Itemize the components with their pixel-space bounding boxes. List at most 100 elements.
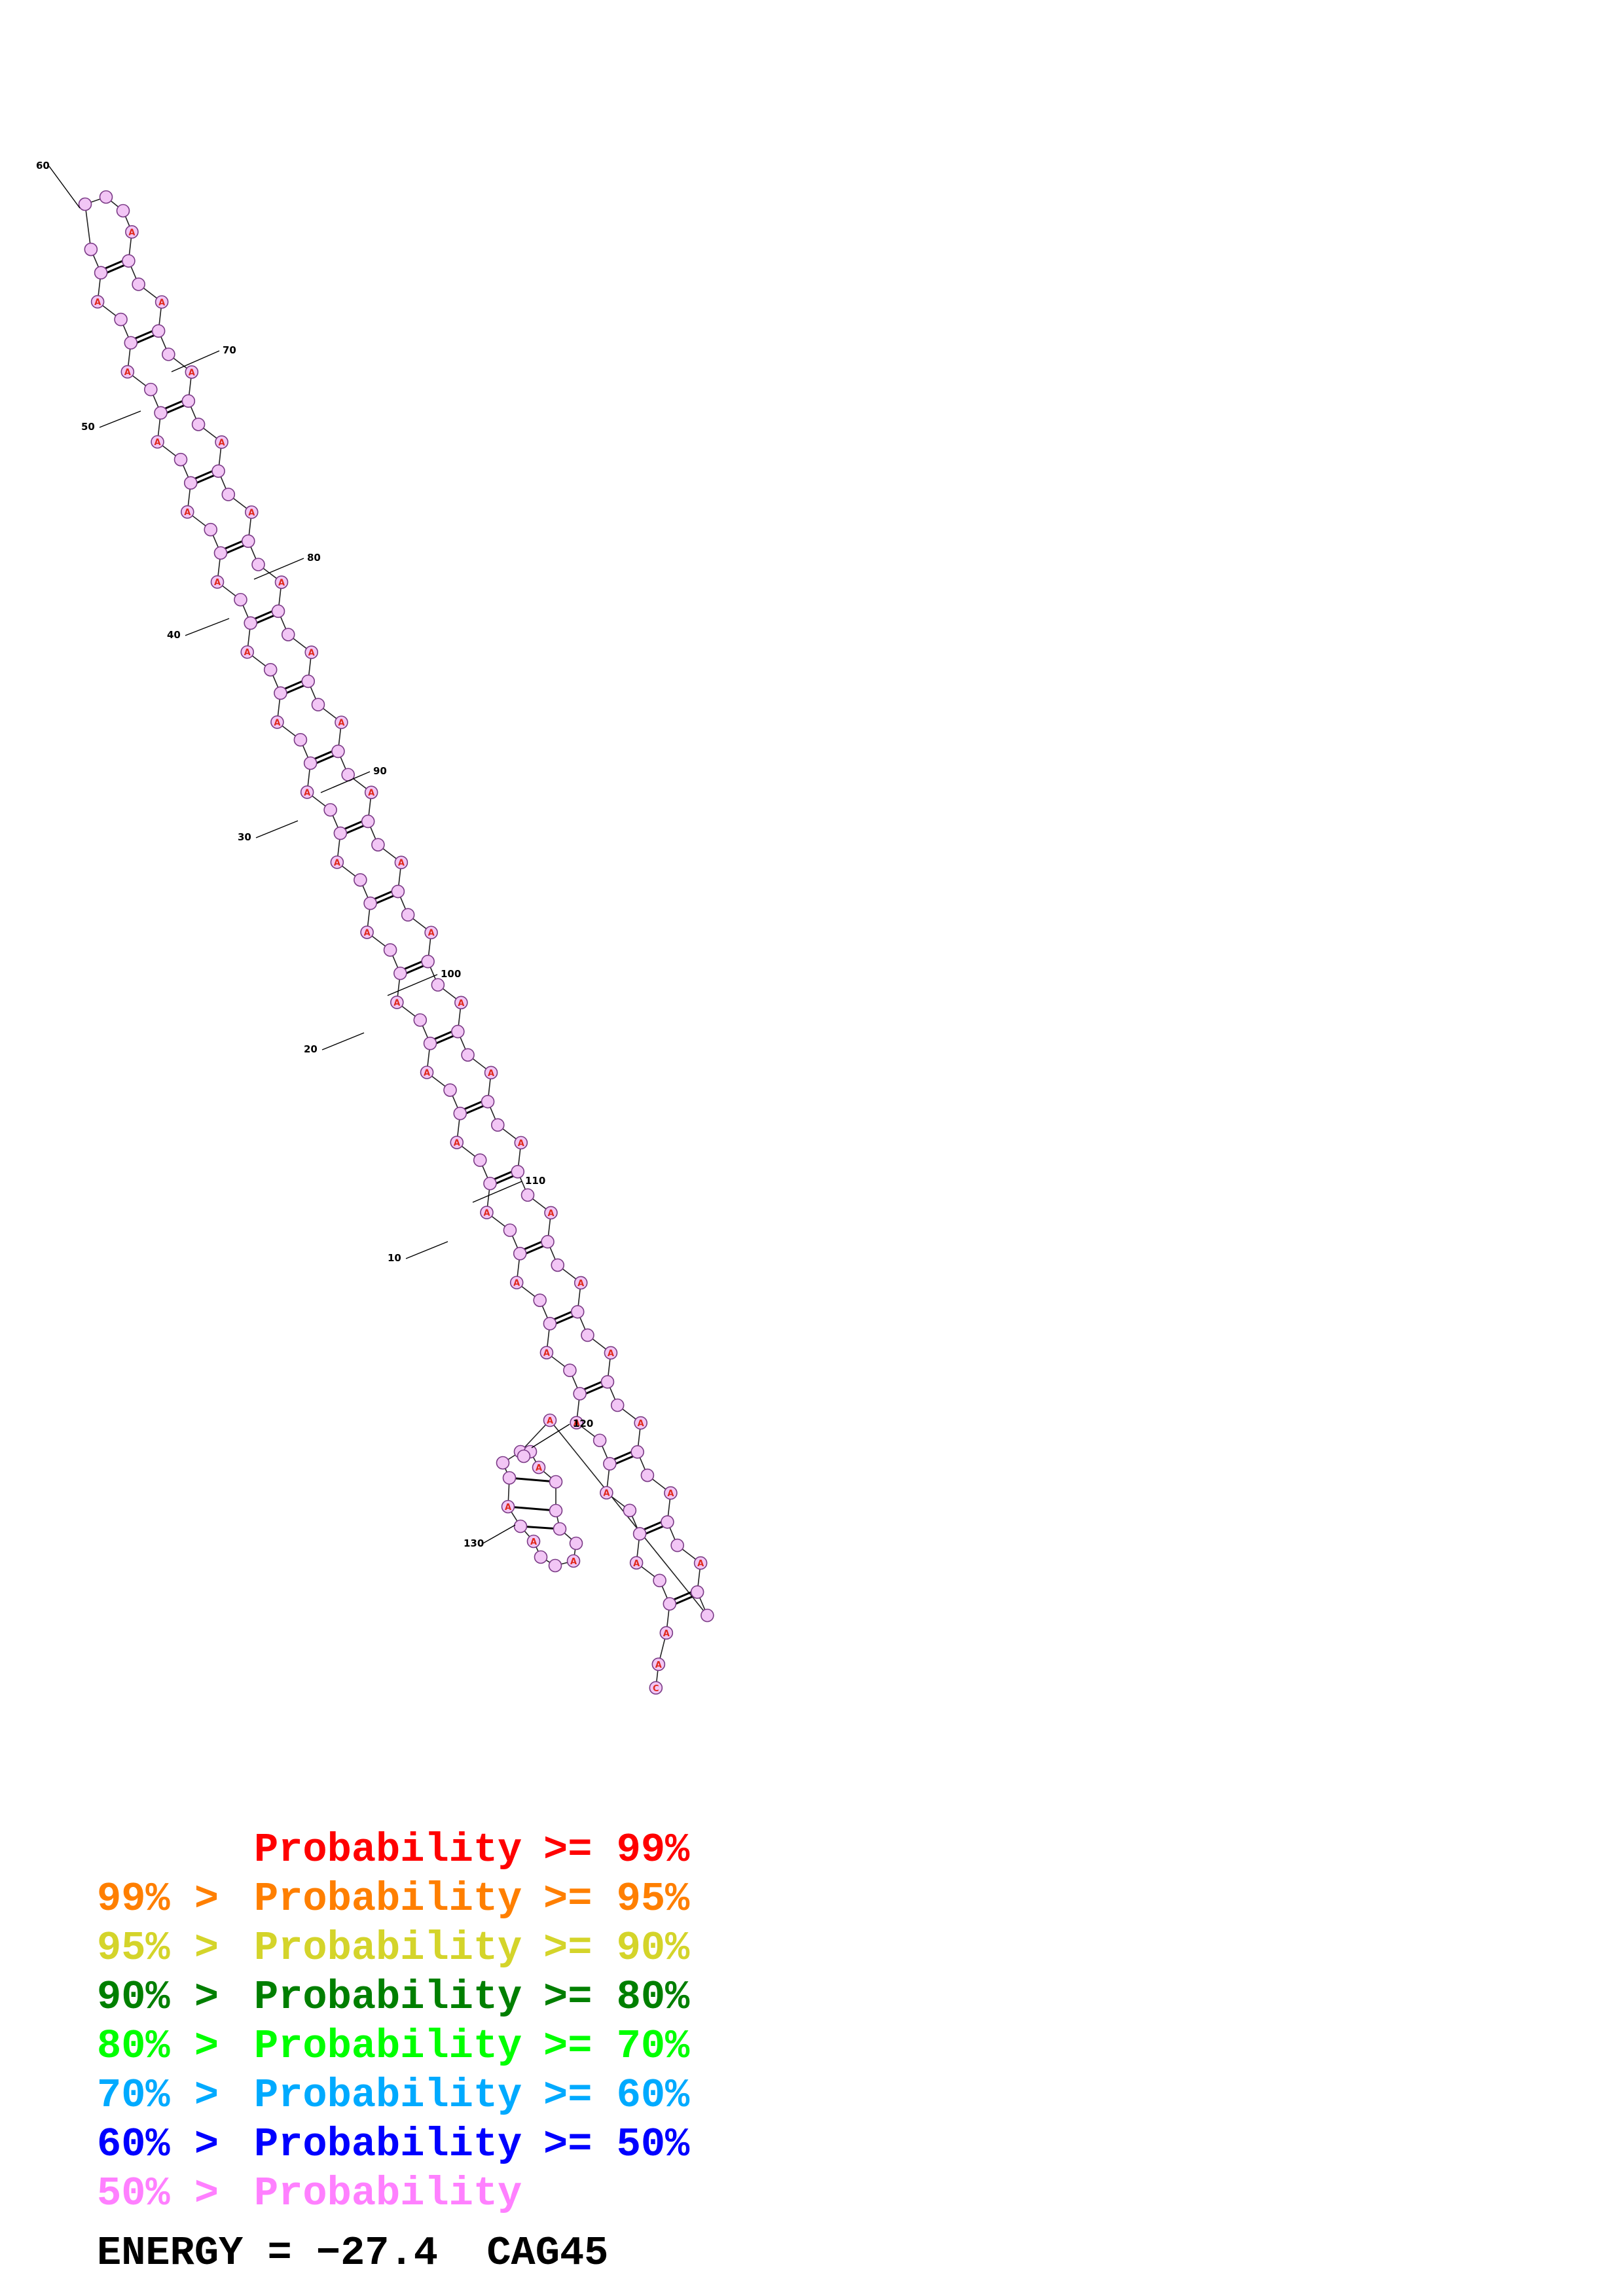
nucleotide <box>251 558 265 571</box>
nucleotide-letter: A <box>338 719 344 728</box>
label-leader-line <box>99 410 141 428</box>
nucleotide-letter: A <box>278 579 285 588</box>
label-leader-line <box>185 618 230 636</box>
loop-nucleotide <box>116 204 130 218</box>
nucleotide <box>623 1503 637 1518</box>
position-label: 50 <box>81 421 95 433</box>
nucleotide-letter: A <box>603 1489 610 1499</box>
nucleotide <box>114 312 128 327</box>
nucleotide <box>481 1094 495 1109</box>
nucleotide-letter: A <box>547 1209 554 1219</box>
nucleotide-letter: A <box>488 1069 494 1079</box>
nucleotide <box>600 1375 615 1389</box>
nucleotide-letter: A <box>398 859 405 869</box>
nucleotide <box>244 616 257 630</box>
nucleotide <box>431 978 445 992</box>
nucleotide <box>604 1346 618 1360</box>
position-label: 110 <box>525 1175 545 1187</box>
label-leader-line <box>321 1032 365 1050</box>
nucleotide <box>391 884 405 899</box>
label-leader-line <box>320 771 371 793</box>
legend-prefix: 80% > <box>97 2023 219 2070</box>
nucleotide-letter: A <box>368 789 374 798</box>
nucleotide-letter: A <box>128 228 135 238</box>
nucleotide <box>690 1585 704 1599</box>
nucleotide <box>240 645 255 659</box>
nucleotide <box>185 365 199 379</box>
legend-suffix: >= 70% <box>543 2023 690 2070</box>
nucleotide-letter: A <box>94 298 101 308</box>
nucleotide <box>360 925 374 939</box>
nucleotide <box>155 295 169 309</box>
nucleotide <box>701 1608 714 1623</box>
loop-nucleotide <box>99 190 113 204</box>
nucleotide <box>274 575 289 589</box>
nucleotide <box>363 896 377 910</box>
hairpin-nucleotide <box>534 1550 548 1564</box>
position-label: 60 <box>36 160 50 171</box>
nucleotide <box>125 225 139 239</box>
nucleotide <box>281 628 295 641</box>
base-pair-layer <box>100 258 699 1607</box>
nucleotide <box>394 855 409 869</box>
hairpin-pair-line <box>507 1505 556 1512</box>
nucleotide <box>94 266 108 280</box>
nucleotide-letter: A <box>248 508 255 518</box>
sequence-name: CAG45 <box>486 2230 609 2276</box>
position-label-layer: 60 70 50 80 40 90 30 100 20 110 10 120 130 <box>36 160 593 1549</box>
position-label: 20 <box>304 1043 318 1055</box>
nucleotide <box>124 336 138 350</box>
nucleotide-letter: A <box>244 648 251 658</box>
nucleotide <box>421 954 435 969</box>
nucleotide <box>653 1573 666 1588</box>
nucleotide-letter: A <box>505 1503 511 1513</box>
nucleotide <box>563 1363 577 1377</box>
nucleotide-letter: A <box>274 718 280 728</box>
nucleotide <box>443 1083 457 1097</box>
position-label: 10 <box>388 1252 401 1264</box>
loop-nucleotide <box>78 197 92 211</box>
nucleotide <box>533 1293 547 1307</box>
nucleotide <box>330 855 344 869</box>
nucleotide-letter: A <box>155 438 161 448</box>
position-label: 120 <box>573 1418 593 1429</box>
label-leader-line <box>171 350 220 372</box>
legend-row-2: 99% > Probability >= 95% <box>97 1876 689 1922</box>
nucleotide <box>640 1468 655 1482</box>
nucleotide <box>122 254 136 268</box>
nucleotide-letter: A <box>574 1419 580 1429</box>
nucleotide-letter: A <box>304 788 310 798</box>
nucleotide <box>183 476 198 490</box>
nucleotide <box>632 1527 647 1541</box>
nucleotide-letter: A <box>608 1349 614 1359</box>
legend-suffix: >= 80% <box>543 1974 690 2020</box>
nucleotide <box>581 1328 594 1342</box>
legend-prefix: 99% > <box>97 1876 219 1922</box>
nucleotide-letter: A <box>334 858 340 868</box>
hairpin-nucleotide <box>526 1534 541 1549</box>
nucleotide <box>204 522 218 537</box>
position-label: 70 <box>223 344 236 356</box>
nucleotide <box>413 1013 428 1027</box>
legend-prefix: 50% > <box>97 2170 219 2217</box>
legend-suffix: >= 95% <box>543 1876 690 1922</box>
nucleotide <box>664 1486 678 1500</box>
hairpin-link <box>549 1420 708 1616</box>
nucleotide-letter: A <box>577 1279 584 1289</box>
nucleotide <box>451 1024 465 1039</box>
label-leader-line <box>253 558 304 580</box>
nucleotide <box>311 698 325 711</box>
nucleotide <box>663 1597 677 1611</box>
nucleotide <box>120 365 135 379</box>
legend-prefix: 70% > <box>97 2072 219 2119</box>
label-leader-line <box>255 820 299 838</box>
nucleotide-letter: A <box>219 438 225 448</box>
legend-middle: Probability <box>254 2121 522 2168</box>
nucleotide-letter: A <box>364 928 371 938</box>
nucleotide <box>191 418 206 431</box>
nucleotide-letter: A <box>189 368 195 378</box>
nucleotide <box>490 1118 505 1132</box>
nucleotide-letter: A <box>428 929 435 939</box>
nucleotide <box>180 505 194 519</box>
nucleotide-letter: A <box>513 1279 520 1289</box>
